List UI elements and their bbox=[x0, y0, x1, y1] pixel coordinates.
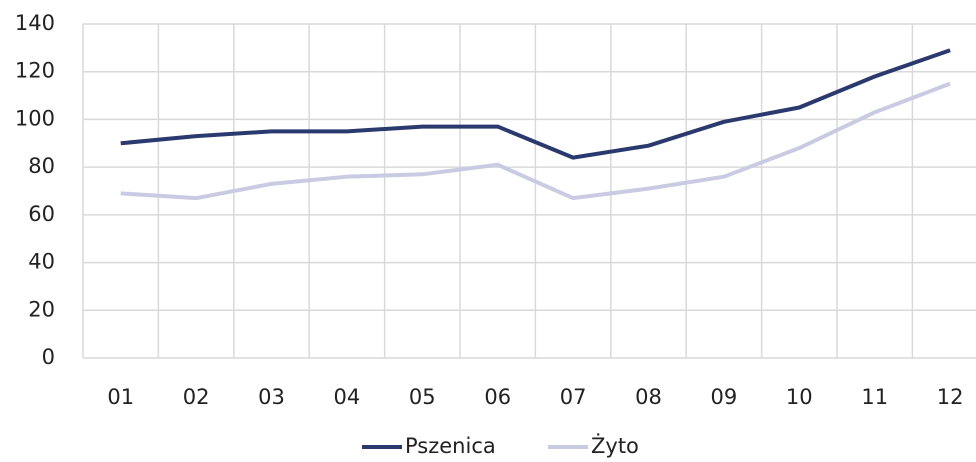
legend-label: Pszenica bbox=[405, 434, 496, 458]
y-tick-label: 100 bbox=[15, 106, 55, 130]
legend-label: Żyto bbox=[591, 433, 639, 458]
x-tick-label: 11 bbox=[861, 385, 888, 409]
y-tick-label: 20 bbox=[28, 297, 55, 321]
x-tick-label: 05 bbox=[409, 385, 436, 409]
y-tick-label: 80 bbox=[28, 154, 55, 178]
x-tick-label: 03 bbox=[258, 385, 285, 409]
x-tick-label: 04 bbox=[334, 385, 361, 409]
x-tick-label: 06 bbox=[484, 385, 511, 409]
x-tick-label: 10 bbox=[786, 385, 813, 409]
x-tick-label: 09 bbox=[711, 385, 738, 409]
y-tick-label: 120 bbox=[15, 59, 55, 83]
x-tick-label: 08 bbox=[635, 385, 662, 409]
series-line bbox=[120, 81, 951, 201]
series-line bbox=[120, 48, 951, 160]
y-tick-label: 0 bbox=[42, 345, 55, 369]
y-tick-label: 140 bbox=[15, 11, 55, 35]
x-tick-label: 07 bbox=[560, 385, 587, 409]
y-tick-label: 40 bbox=[28, 250, 55, 274]
x-tick-label: 01 bbox=[107, 385, 134, 409]
x-tick-label: 12 bbox=[937, 385, 964, 409]
x-tick-label: 02 bbox=[183, 385, 210, 409]
y-tick-label: 60 bbox=[28, 202, 55, 226]
